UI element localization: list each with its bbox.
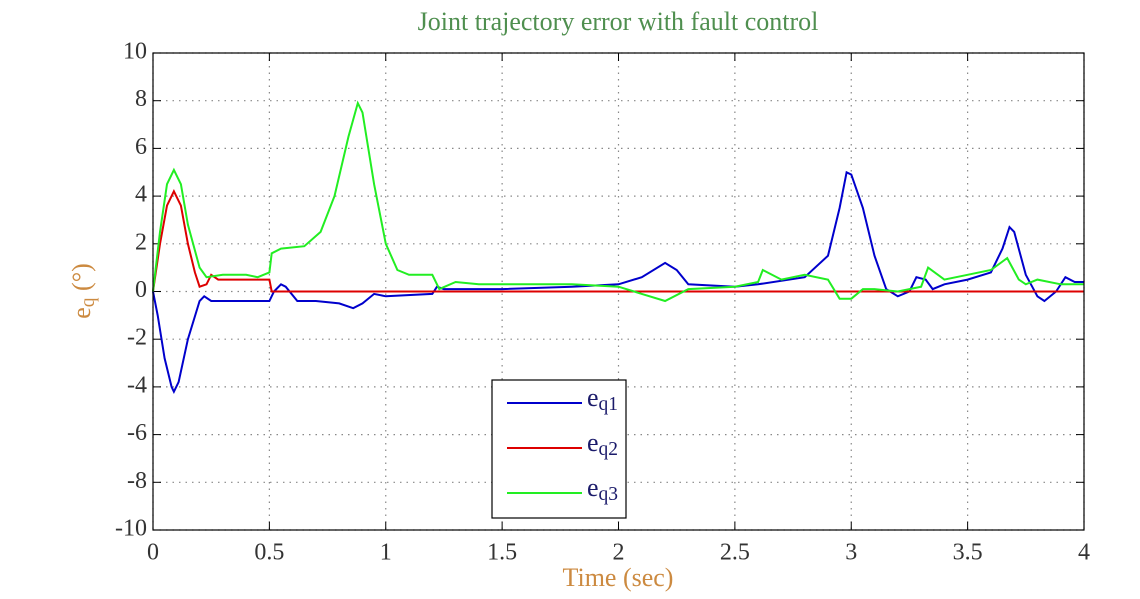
series-line <box>152 170 1084 394</box>
y-tick-label: -10 <box>115 516 147 542</box>
y-tick-label: -8 <box>127 468 147 494</box>
y-axis-label: eq (°) <box>67 263 100 319</box>
x-tick-label: 3 <box>845 540 857 566</box>
legend-label: eq3 <box>587 473 618 506</box>
y-tick-label: 2 <box>135 229 147 255</box>
series-line <box>152 100 1084 303</box>
x-axis-label: Time (sec) <box>563 563 674 592</box>
x-tick-label: 1.5 <box>487 540 517 566</box>
series-line <box>152 189 1084 293</box>
x-tick-label: 0.5 <box>254 540 284 566</box>
y-tick-label: 8 <box>135 86 147 112</box>
y-tick-label: -6 <box>127 420 147 446</box>
x-tick-label: 1 <box>380 540 392 566</box>
x-tick-label: 2 <box>613 540 625 566</box>
y-tick-label: -2 <box>127 325 147 351</box>
x-tick-label: 2.5 <box>720 540 750 566</box>
plot-border <box>152 52 1085 531</box>
y-tick-label: 0 <box>135 277 147 303</box>
chart-title: Joint trajectory error with fault contro… <box>418 7 819 36</box>
x-tick-label: 0 <box>147 540 159 566</box>
legend-label: eq1 <box>587 383 618 416</box>
x-tick-label: 4 <box>1078 540 1090 566</box>
y-tick-label: 4 <box>135 182 147 208</box>
y-tick-label: -4 <box>127 372 147 398</box>
x-tick-label: 3.5 <box>953 540 983 566</box>
legend-label: eq2 <box>587 428 618 461</box>
y-tick-label: 6 <box>135 134 147 160</box>
y-tick-label: 10 <box>123 39 147 65</box>
